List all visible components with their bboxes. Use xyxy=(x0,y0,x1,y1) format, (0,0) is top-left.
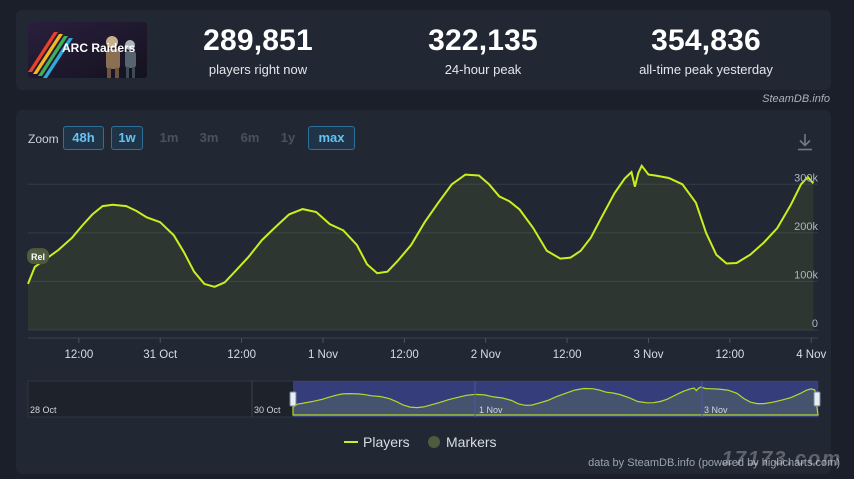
stat-all-time-peak: 354,836 all-time peak yesterday xyxy=(616,24,796,77)
navigator[interactable]: 28 Oct 30 Oct 1 Nov 3 Nov xyxy=(27,380,821,418)
navigator-line xyxy=(292,386,819,416)
x-tick-label: 12:00 xyxy=(715,349,744,361)
watermark: 17173.com xyxy=(721,448,842,470)
current-players-label: players right now xyxy=(208,62,308,77)
legend-players-label: Players xyxy=(363,434,410,450)
zoom-48h-button[interactable]: 48h xyxy=(63,126,104,150)
x-tick-label: 12:00 xyxy=(390,349,419,361)
x-tick-label: 3 Nov xyxy=(633,349,663,361)
chart-card: Zoom 48h 1w 1m 3m 6m 1y max Rel 0 100k 200… xyxy=(16,110,831,474)
x-tick-label: 2 Nov xyxy=(471,349,501,361)
peak-24h-label: 24-hour peak xyxy=(444,62,522,77)
legend-markers[interactable]: Markers xyxy=(427,432,497,452)
zoom-3m-button[interactable]: 3m xyxy=(199,130,219,145)
navigator-handle-right[interactable] xyxy=(813,391,821,407)
marker-badge xyxy=(27,248,49,265)
y-axis-labels: 0 100k 200k 300k xyxy=(794,172,818,330)
chart-markers: Rel xyxy=(27,248,49,265)
zoom-1y-button[interactable]: 1y xyxy=(280,130,296,145)
stat-current-players: 289,851 players right now xyxy=(168,24,348,77)
game-logo-art: ARC Raiders xyxy=(28,22,147,78)
steamdb-credit[interactable]: SteamDB.info xyxy=(762,93,830,105)
x-tick-label: 12:00 xyxy=(64,349,93,361)
marker-label: Rel xyxy=(31,252,45,262)
x-tick-label: 12:00 xyxy=(553,349,582,361)
zoom-max-button[interactable]: max xyxy=(308,126,355,150)
legend-players[interactable]: Players xyxy=(344,432,410,452)
x-tick-label: 12:00 xyxy=(227,349,256,361)
x-tick-label: 4 Nov xyxy=(796,349,826,361)
peak-24h-value: 322,135 xyxy=(428,24,538,57)
release-marker[interactable]: Rel xyxy=(27,248,49,265)
chart-grid xyxy=(28,183,818,339)
stat-24h-peak: 322,135 24-hour peak xyxy=(393,24,573,77)
stats-card: ARC Raiders 289,851 players right now 32… xyxy=(16,10,831,90)
zoom-1w-button[interactable]: 1w xyxy=(111,126,143,150)
line-icon xyxy=(344,441,358,443)
y-tick-label: 300k xyxy=(794,172,818,184)
y-tick-label: 0 xyxy=(812,318,818,330)
zoom-1m-button[interactable]: 1m xyxy=(159,130,179,145)
x-tick-label: 31 Oct xyxy=(143,349,178,361)
navigator-handle-left[interactable] xyxy=(289,391,297,407)
game-logo-text: ARC Raiders xyxy=(62,41,136,55)
all-time-peak-label: all-time peak yesterday xyxy=(639,62,773,77)
x-tick-label: 1 Nov xyxy=(308,349,338,361)
legend-markers-label: Markers xyxy=(446,434,497,450)
download-icon[interactable] xyxy=(796,132,814,152)
current-players-value: 289,851 xyxy=(203,24,313,57)
navigator-selection xyxy=(293,381,818,417)
x-axis-labels: 12:00 31 Oct 12:00 1 Nov 12:00 2 Nov 12:00 3 No… xyxy=(64,338,826,361)
zoom-6m-button[interactable]: 6m xyxy=(240,130,260,145)
footer-credit[interactable]: data by SteamDB.info (powered by highcha… xyxy=(588,457,840,469)
marker-icon xyxy=(428,436,440,448)
zoom-label: Zoom xyxy=(28,132,59,146)
all-time-peak-value: 354,836 xyxy=(651,24,761,57)
game-logo[interactable]: ARC Raiders xyxy=(28,22,147,78)
navigator-label: 1 Nov xyxy=(479,405,503,415)
navigator-label: 3 Nov xyxy=(704,405,728,415)
players-area xyxy=(28,165,814,330)
navigator-label: 30 Oct xyxy=(254,405,281,415)
y-tick-label: 200k xyxy=(794,221,818,233)
y-tick-label: 100k xyxy=(794,269,818,281)
navigator-label: 28 Oct xyxy=(30,405,57,415)
players-line xyxy=(27,163,815,288)
